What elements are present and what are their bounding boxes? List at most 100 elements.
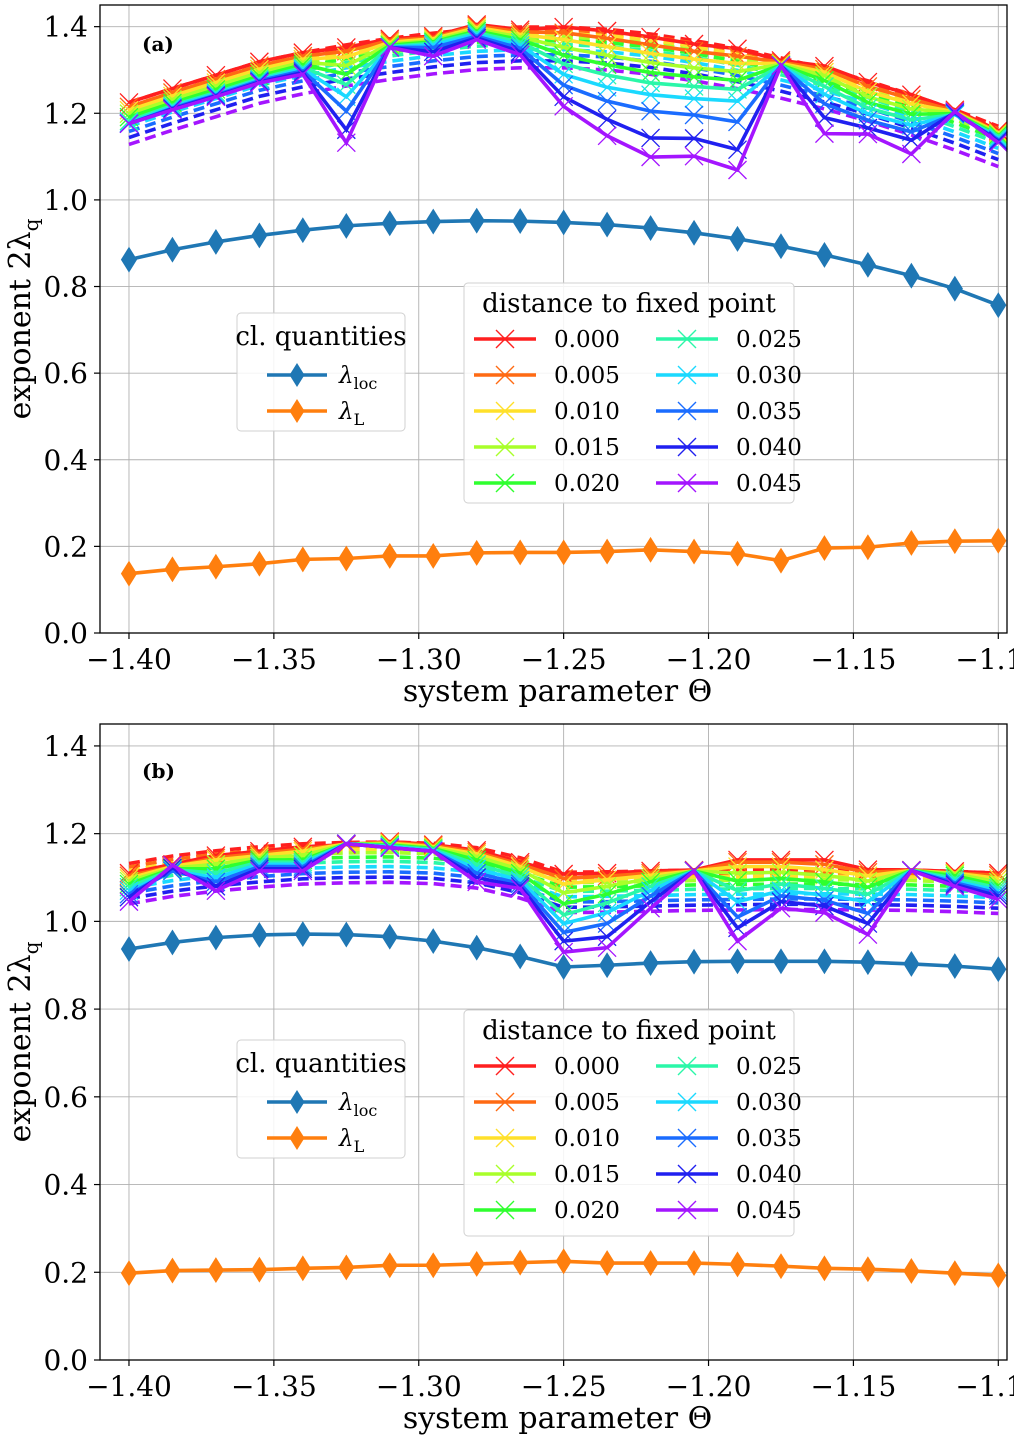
classical-legend-marker (289, 1126, 305, 1150)
x-axis-label: system parameter Θ (403, 674, 712, 709)
x-marker (510, 876, 530, 896)
classical-legend-marker (289, 363, 305, 387)
x-marker (293, 859, 313, 879)
quantum-legend-marker (495, 329, 515, 349)
diamond-marker (772, 1253, 790, 1280)
diamond-marker (425, 928, 442, 955)
diamond-marker (642, 1250, 659, 1277)
diamond-marker (338, 921, 355, 948)
diamond-marker (207, 924, 225, 951)
x-marker (423, 42, 443, 62)
y-tick-label: 1.2 (43, 818, 88, 851)
dashed-series-0.000 (128, 840, 999, 875)
x-marker (988, 889, 1008, 909)
diamond-marker (338, 545, 355, 572)
classical-legend-label: λL (338, 1126, 365, 1156)
diamond-marker (816, 241, 833, 268)
y-tick-label: 1.0 (43, 184, 88, 217)
quantum-legend-marker (677, 1092, 697, 1112)
diamond-marker (685, 1250, 703, 1277)
diamond-marker (512, 1249, 529, 1276)
quantum-legend-label: 0.030 (736, 363, 802, 389)
diamond-marker (555, 209, 572, 236)
x-marker (684, 58, 704, 78)
quantum-legend-label: 0.015 (554, 1162, 620, 1188)
chart-panel-a: −1.40 −1.35 −1.30 −1.25 −1.20 −1.15 −1.10 0.0 0.… (3, 4, 1014, 709)
diamond-marker (903, 950, 920, 977)
x-marker (162, 858, 182, 878)
diamond-marker (816, 535, 833, 562)
y-tick-label: 0.4 (43, 444, 88, 477)
x-tick-label: −1.10 (955, 643, 1014, 676)
diamond-marker (120, 560, 138, 587)
diamond-marker (990, 527, 1007, 554)
x-marker (554, 87, 574, 107)
x-marker (641, 892, 661, 912)
diamond-marker (468, 207, 485, 234)
x-marker (771, 898, 791, 918)
diamond-marker (164, 556, 181, 583)
legend-subscript: L (354, 1137, 365, 1156)
quantum-legend-label: 0.010 (554, 1126, 620, 1152)
quantum-legend-label: 0.025 (736, 327, 802, 353)
diamond-marker (642, 215, 659, 241)
x-marker (641, 44, 661, 63)
diamond-marker (207, 553, 225, 580)
diamond-marker (990, 956, 1007, 983)
x-marker (597, 866, 617, 886)
x-marker (336, 133, 356, 153)
diamond-marker (599, 952, 616, 979)
x-axis-label: system parameter Θ (403, 1401, 712, 1436)
quantum-legend-marker (677, 365, 697, 385)
diamond-marker (381, 1252, 398, 1279)
quantum-legend-label: 0.015 (554, 435, 620, 461)
x-marker (684, 146, 704, 166)
y-tick-label: 0.2 (43, 530, 88, 563)
dashed-series-0.045 (128, 66, 999, 169)
quantum-series-group (119, 832, 1008, 962)
diamond-marker (251, 922, 268, 948)
x-marker (641, 128, 661, 148)
quantum-legend-marker (495, 437, 515, 457)
quantum-legend-label: 0.010 (554, 399, 620, 425)
x-marker (206, 881, 226, 901)
x-marker (684, 49, 704, 69)
x-marker (641, 101, 661, 121)
y-axis-label-sub: q (19, 941, 43, 954)
x-marker (641, 147, 661, 167)
diamond-marker (859, 1256, 876, 1283)
x-marker (858, 124, 878, 144)
x-marker (510, 874, 530, 894)
diamond-marker (207, 1257, 225, 1284)
quantum-legend-marker (677, 437, 697, 457)
quantum-legend-label: 0.030 (736, 1090, 802, 1116)
x-marker (554, 96, 574, 116)
x-marker (684, 89, 704, 109)
x-tick-label: −1.30 (376, 1370, 462, 1403)
quantum-legend-marker (495, 401, 515, 421)
panel-label: (a) (142, 32, 174, 56)
diamond-marker (599, 211, 616, 238)
x-marker (814, 903, 834, 923)
diamond-marker (120, 1260, 138, 1287)
y-tick-label: 1.4 (43, 730, 88, 763)
quantum-legend-label: 0.000 (554, 327, 620, 353)
quantum-legend-marker (495, 1128, 515, 1148)
diamond-marker (338, 1254, 355, 1281)
diamond-marker (468, 539, 485, 566)
x-marker (510, 879, 530, 898)
x-marker (597, 55, 617, 75)
diamond-marker (164, 236, 181, 263)
x-marker (510, 42, 530, 62)
quantum-legend-marker (677, 329, 697, 349)
diamond-marker (425, 208, 442, 235)
quantum-legend-label: 0.000 (554, 1054, 620, 1080)
diamond-marker (120, 936, 138, 962)
diamond-marker (903, 262, 920, 289)
x-marker (641, 898, 661, 918)
quantum-legend-label: 0.045 (736, 1198, 802, 1224)
x-tick-label: −1.30 (376, 643, 462, 676)
y-axis-label-main: exponent 2λ (3, 231, 38, 419)
